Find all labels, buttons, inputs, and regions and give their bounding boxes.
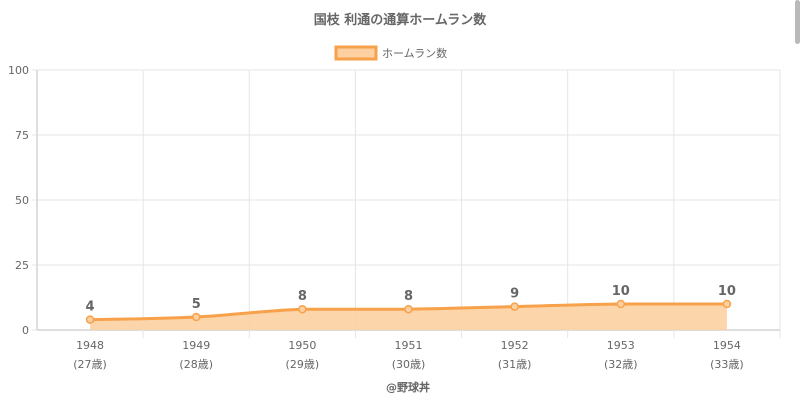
x-tick-label: 1953: [607, 339, 635, 352]
data-label: 5: [192, 297, 201, 312]
x-tick-label: 1948: [76, 339, 104, 352]
data-point[interactable]: [85, 315, 95, 324]
x-tick-sublabel: (27歳): [73, 358, 107, 371]
x-tick-sublabel: (31歳): [498, 358, 532, 371]
data-point[interactable]: [510, 302, 519, 311]
y-tick-label: 0: [22, 324, 29, 337]
data-label: 10: [612, 284, 630, 299]
data-label: 8: [298, 289, 307, 304]
x-axis: 1948 (27歳) 1949 (28歳) 1950 (29歳) 1951 (30歳) 1952…: [73, 339, 743, 371]
y-tick-label: 75: [15, 129, 29, 142]
x-tick-sublabel: (32歳): [604, 358, 638, 371]
y-tick-label: 100: [8, 64, 29, 77]
source-credit: @野球丼: [386, 380, 430, 394]
x-tick-label: 1954: [713, 339, 741, 352]
data-labels: 4 5 8 8 9 10 10: [86, 284, 736, 315]
data-label: 9: [510, 287, 519, 302]
scrollbar-thumb[interactable]: [795, 0, 800, 44]
legend-swatch: [334, 45, 378, 61]
x-tick-label: 1951: [395, 339, 423, 352]
legend[interactable]: ホームラン数: [334, 45, 447, 61]
data-point[interactable]: [722, 299, 732, 309]
data-point[interactable]: [404, 304, 413, 314]
series-points[interactable]: [85, 299, 732, 324]
y-tick-label: 25: [15, 259, 29, 272]
x-tick-sublabel: (33歳): [710, 358, 744, 371]
chart-title: 国枝 利通の通算ホームラン数: [314, 12, 487, 28]
data-label: 4: [86, 300, 95, 315]
series-area-fill: [90, 304, 727, 330]
data-point[interactable]: [616, 299, 626, 309]
x-tick-sublabel: (29歳): [286, 358, 320, 371]
data-label: 10: [718, 284, 736, 299]
y-axis: 0 25 50 75 100: [8, 64, 37, 337]
y-tick-label: 50: [15, 194, 29, 207]
data-point[interactable]: [298, 304, 307, 314]
x-tick-sublabel: (28歳): [179, 358, 213, 371]
x-tick-sublabel: (30歳): [392, 358, 426, 371]
x-tick-label: 1950: [288, 339, 316, 352]
x-tick-label: 1952: [501, 339, 529, 352]
x-tick-label: 1949: [182, 339, 210, 352]
legend-label: ホームラン数: [382, 47, 447, 60]
data-label: 8: [404, 289, 413, 304]
data-point[interactable]: [191, 312, 201, 322]
